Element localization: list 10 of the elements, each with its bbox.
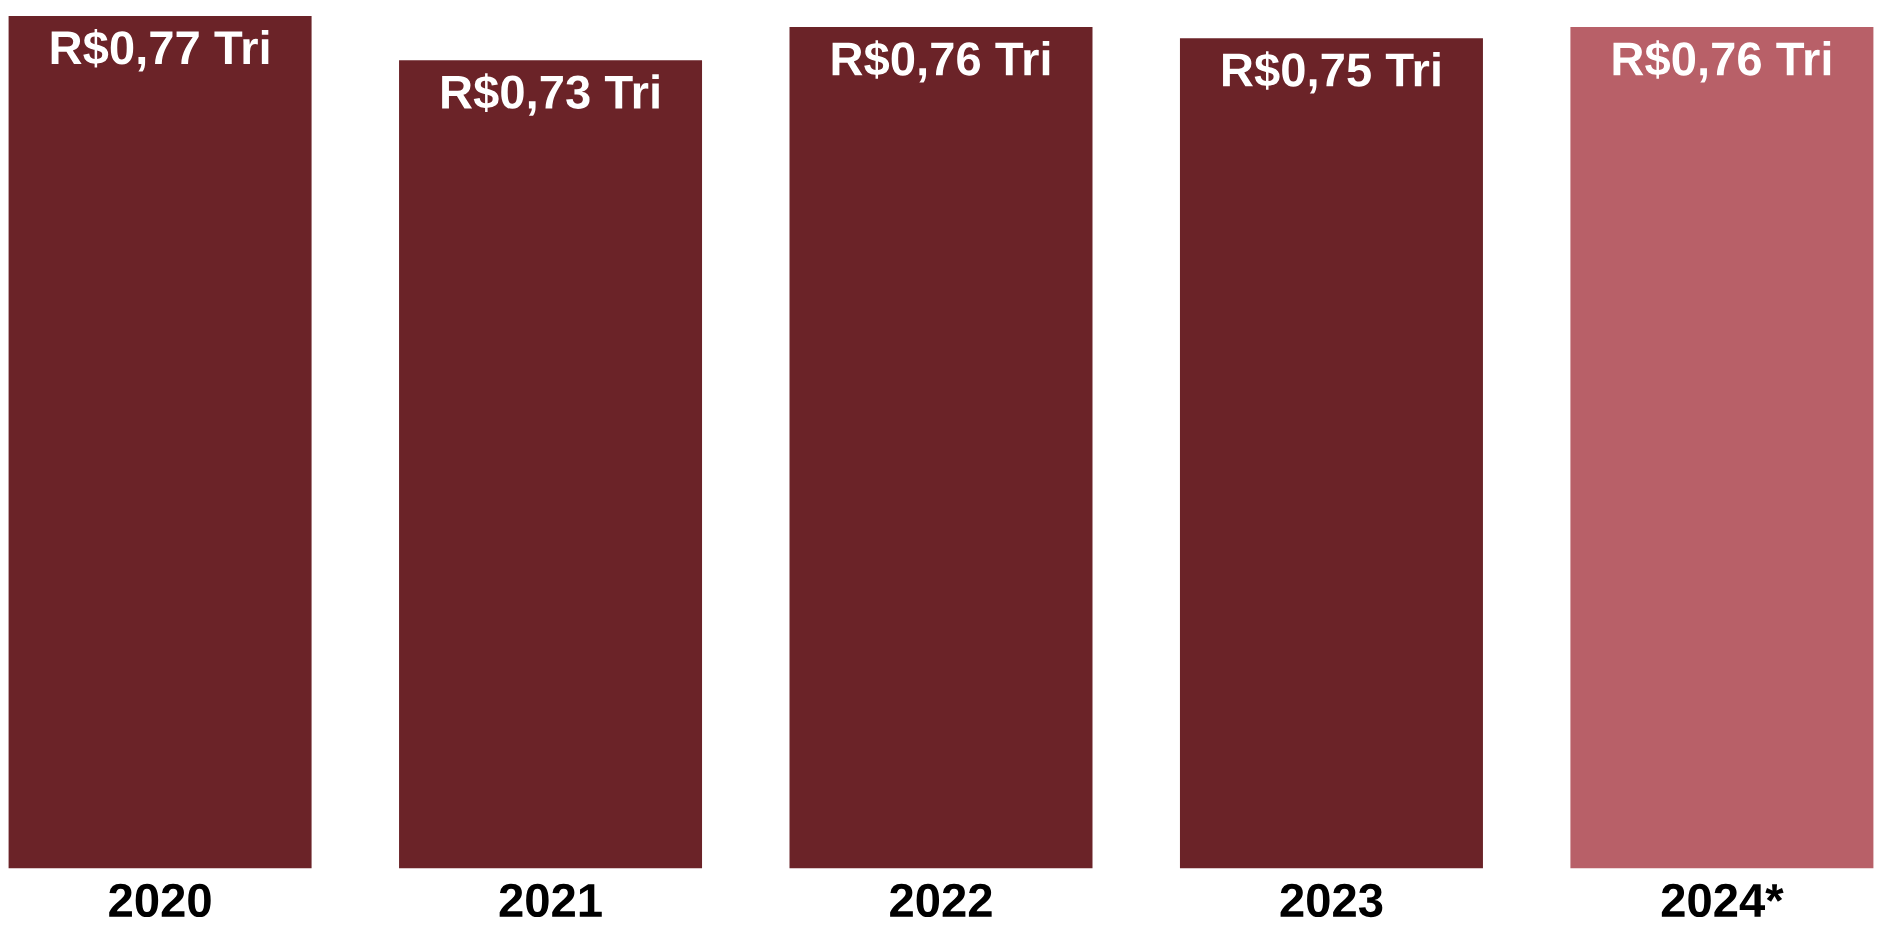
data-label: R$0,75 Tri [1223,51,1440,94]
data-label: R$0,76 Tri [832,40,1050,83]
x-tick-label: 2024* [1661,883,1784,918]
data-label: R$0,73 Tri [442,73,659,116]
x-tick-label: 2023 [1280,883,1383,918]
x-tick-label: 2020 [109,883,211,918]
x-tick-label: 2021 [499,883,602,918]
x-tick-label: 2022 [890,883,992,918]
data-label: R$0,76 Tri [1613,40,1831,83]
data-label: R$0,77 Tri [51,29,269,72]
